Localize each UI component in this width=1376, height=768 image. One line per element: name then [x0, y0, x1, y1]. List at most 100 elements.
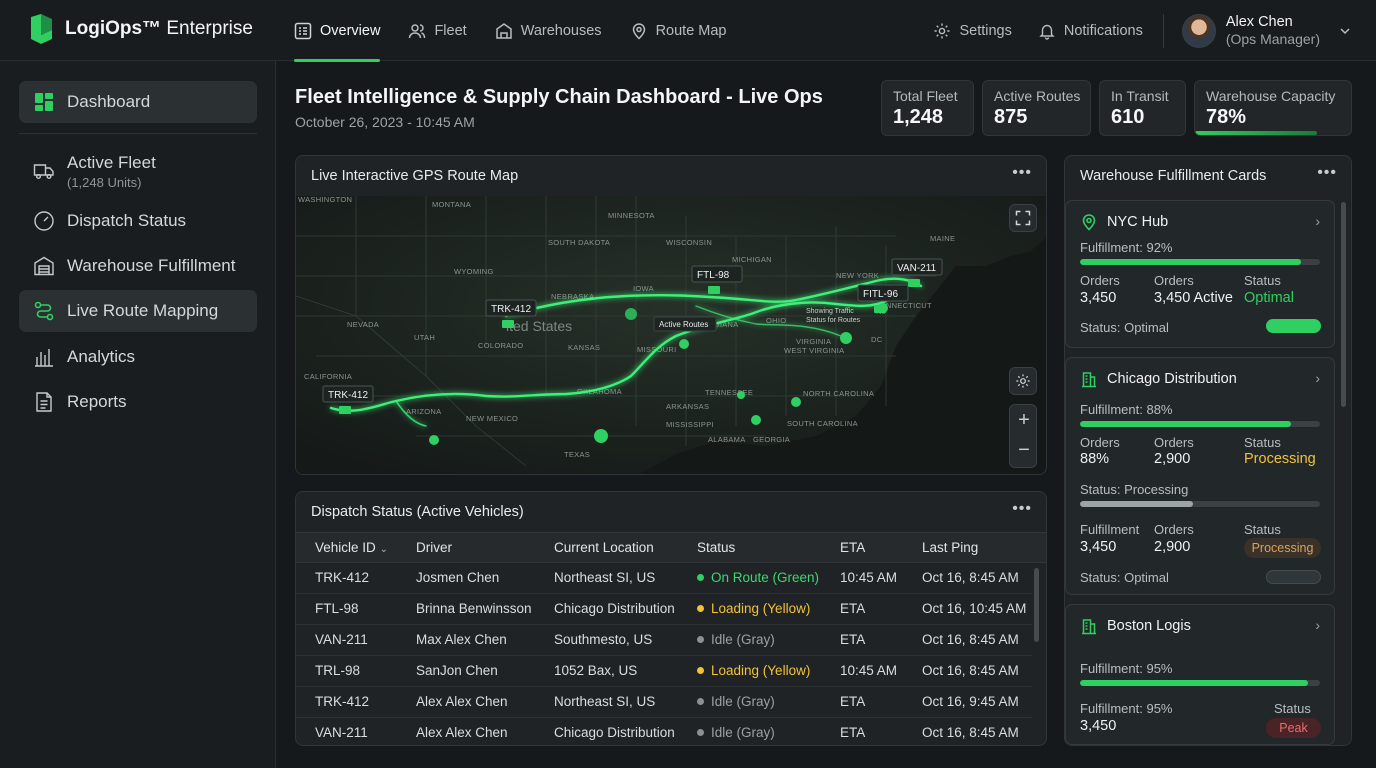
- sort-chevron-icon: ⌄: [379, 544, 388, 555]
- table-row[interactable]: VAN-211 Alex Alex Chen Chicago Distributio…: [296, 718, 1032, 745]
- nav-overview[interactable]: Overview: [294, 0, 381, 62]
- user-menu[interactable]: Alex Chen (Ops Manager): [1181, 13, 1352, 48]
- nav-route-map[interactable]: Route Map: [630, 0, 727, 61]
- fulfillment-bar: [1080, 259, 1320, 265]
- nav-route-map-label: Route Map: [655, 22, 727, 39]
- status-text: Idle (Gray): [711, 725, 775, 740]
- status-footer: Status: Optimal: [1080, 320, 1169, 335]
- status-dot-icon: [697, 698, 704, 705]
- cell-last-ping: Oct 16, 9:45 AM: [922, 694, 1019, 709]
- card-title: NYC Hub: [1080, 213, 1168, 231]
- state-label: NEBRASKA: [551, 292, 594, 301]
- warehouse-icon: [34, 256, 54, 276]
- fullscreen-button[interactable]: [1009, 204, 1037, 232]
- us-landmass: [296, 196, 1046, 474]
- cell-location: Chicago Distribution: [554, 601, 675, 616]
- us-route-map[interactable]: WASHINGTON MONTANA MINNESOTA WISCONSIN MAINE…: [296, 196, 1047, 475]
- more-options-icon[interactable]: •••: [1012, 500, 1032, 517]
- fulfillment-bar: [1080, 421, 1320, 427]
- cards-scrollbar[interactable]: [1341, 202, 1346, 407]
- kpi-in-transit[interactable]: In Transit 610: [1099, 80, 1186, 136]
- table-row[interactable]: FTL-98 Brinna Benwinsson Chicago Distribut…: [296, 594, 1032, 625]
- table-header: Vehicle ID ⌄ Driver Current Location Sta…: [296, 532, 1046, 563]
- cell-status: On Route (Green): [697, 570, 835, 585]
- stat-value: 3,450: [1080, 718, 1117, 734]
- more-options-icon[interactable]: •••: [1012, 164, 1032, 181]
- vehicle-tag-label: FTL-98: [697, 270, 730, 281]
- sidebar: Dashboard Active Fleet (1,248 Units) Disp…: [0, 61, 276, 768]
- sidebar-item-reports[interactable]: Reports: [19, 381, 257, 423]
- table-row[interactable]: TRK-412 Josmen Chen Northeast SI, US On Rou…: [296, 563, 1032, 594]
- warehouse-card-chicago-distribution[interactable]: Chicago Distribution › Fulfillment: 88% …: [1065, 357, 1335, 595]
- nav-fleet[interactable]: Fleet: [408, 0, 467, 61]
- table-row[interactable]: VAN-211 Max Alex Chen Southmesto, US Idle (…: [296, 625, 1032, 656]
- gps-map-panel: Live Interactive GPS Route Map ••• WASHI…: [295, 155, 1047, 475]
- col-eta[interactable]: ETA: [840, 540, 866, 555]
- notifications-link[interactable]: Notifications: [1038, 22, 1143, 40]
- col-location[interactable]: Current Location: [554, 540, 654, 555]
- state-label: TENNESSEE: [705, 388, 753, 397]
- sidebar-item-label: Dispatch Status: [67, 211, 187, 230]
- stat-label: Orders: [1154, 522, 1194, 537]
- sidebar-item-active-fleet[interactable]: Active Fleet (1,248 Units): [19, 149, 257, 193]
- col-status[interactable]: Status: [697, 540, 736, 555]
- cell-location: Northeast SI, US: [554, 570, 656, 585]
- cell-vehicle-id: TRK-412: [315, 570, 370, 585]
- warehouse-card-nyc-hub[interactable]: NYC Hub › Fulfillment: 92% Orders 3,450 …: [1065, 200, 1335, 348]
- map-settings-button[interactable]: [1009, 367, 1037, 395]
- chevron-right-icon[interactable]: ›: [1315, 370, 1320, 386]
- settings-link[interactable]: Settings: [933, 22, 1012, 40]
- kpi-total-fleet[interactable]: Total Fleet 1,248: [881, 80, 974, 136]
- sidebar-item-dashboard[interactable]: Dashboard: [19, 81, 257, 123]
- table-scrollbar[interactable]: [1034, 568, 1039, 642]
- table-row[interactable]: TRL-98 SanJon Chen 1052 Bax, US Loading (Ye…: [296, 656, 1032, 687]
- sidebar-item-live-route-mapping[interactable]: Live Route Mapping: [19, 290, 257, 332]
- chevron-right-icon[interactable]: ›: [1315, 213, 1320, 229]
- table-row[interactable]: TRK-412 Alex Alex Chen Northeast SI, US Idl…: [296, 687, 1032, 718]
- zoom-out-button[interactable]: −: [1018, 438, 1030, 461]
- sidebar-item-dispatch-status[interactable]: Dispatch Status: [19, 200, 257, 242]
- state-label: MAINE: [930, 234, 955, 243]
- stat-label: Orders: [1154, 273, 1194, 288]
- stat-value: 2,900: [1154, 539, 1191, 555]
- col-last-ping[interactable]: Last Ping: [922, 540, 979, 555]
- kpi-active-routes[interactable]: Active Routes 875: [982, 80, 1091, 136]
- state-label: WASHINGTON: [298, 196, 352, 204]
- gear-icon: [934, 23, 950, 38]
- dispatch-status-panel: Dispatch Status (Active Vehicles) ••• Ve…: [295, 491, 1047, 746]
- col-vehicle-id[interactable]: Vehicle ID ⌄: [315, 540, 388, 555]
- status-footer: Status: Optimal: [1080, 570, 1169, 585]
- more-options-icon[interactable]: •••: [1317, 164, 1337, 181]
- sidebar-item-warehouse-fulfillment[interactable]: Warehouse Fulfillment: [19, 245, 257, 287]
- status-badge: Peak: [1266, 718, 1321, 738]
- map-pin-icon: [632, 22, 645, 40]
- warehouse-icon: [495, 22, 512, 39]
- cell-eta: ETA: [840, 694, 866, 709]
- sidebar-item-analytics[interactable]: Analytics: [19, 336, 257, 378]
- vehicle-tag-label: VAN-211: [897, 263, 937, 274]
- vehicle-tag: TRK-412: [485, 299, 537, 328]
- gauge-icon: [34, 211, 54, 231]
- col-driver[interactable]: Driver: [416, 540, 452, 555]
- zoom-in-button[interactable]: +: [1018, 408, 1030, 431]
- state-label: WYOMING: [454, 267, 494, 276]
- status-badge: Processing: [1244, 538, 1321, 558]
- warehouse-card-boston-logis[interactable]: Boston Logis › Fulfillment: 95% Fulfillm…: [1065, 604, 1335, 745]
- chevron-right-icon[interactable]: ›: [1315, 617, 1320, 633]
- cell-status: Loading (Yellow): [697, 663, 835, 678]
- fulfillment-bar-fill: [1080, 421, 1292, 427]
- kpi-label: Active Routes: [994, 88, 1081, 104]
- stat-value: 3,450: [1080, 539, 1117, 555]
- nav-overview-label: Overview: [320, 22, 381, 39]
- cell-eta: ETA: [840, 601, 866, 616]
- status-dot-icon: [697, 729, 704, 736]
- vehicle-tag: TRK-412: [322, 385, 374, 414]
- column-label: Vehicle ID: [315, 540, 376, 555]
- state-label: MINNESOTA: [608, 211, 655, 220]
- user-role: (Ops Manager): [1225, 30, 1320, 47]
- nav-warehouses[interactable]: Warehouses: [495, 0, 602, 61]
- brand[interactable]: LogiOps™ Enterprise: [28, 14, 253, 44]
- state-label: CALIFORNIA: [304, 372, 352, 381]
- state-labels: WASHINGTON MONTANA MINNESOTA WISCONSIN MAINE…: [298, 196, 955, 459]
- kpi-warehouse-capacity[interactable]: Warehouse Capacity 78%: [1194, 80, 1352, 136]
